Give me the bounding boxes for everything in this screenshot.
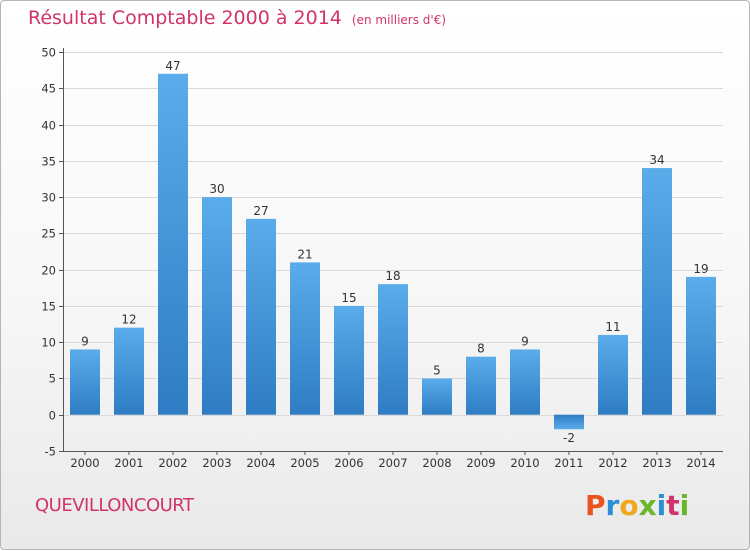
bar-2011: [554, 414, 584, 430]
value-label-2009: 8: [477, 342, 485, 356]
bar-2000: [70, 349, 100, 415]
bar-2007: [378, 284, 408, 415]
x-tick-label-2007: 2007: [378, 456, 407, 470]
bar-2004: [246, 218, 276, 415]
x-tick-label-2002: 2002: [158, 456, 187, 470]
bar-2008: [422, 378, 452, 415]
value-label-2000: 9: [81, 334, 89, 348]
x-tick-label-2001: 2001: [114, 456, 143, 470]
x-tick-label-2000: 2000: [70, 456, 99, 470]
proxiti-logo: Proxiti: [585, 489, 690, 522]
y-tick-label: 10: [41, 336, 56, 350]
x-tick-label-2012: 2012: [598, 456, 627, 470]
x-tick-label-2003: 2003: [202, 456, 231, 470]
bar-2003: [202, 197, 232, 415]
value-label-2005: 21: [297, 247, 312, 261]
x-tick-label-2009: 2009: [466, 456, 495, 470]
x-tick-label-2013: 2013: [642, 456, 671, 470]
value-label-2008: 5: [433, 363, 441, 377]
value-label-2006: 15: [341, 291, 356, 305]
chart-subtitle: (en milliers d'€): [351, 13, 447, 27]
y-tick-label: 15: [41, 300, 56, 314]
x-tick-label-2005: 2005: [290, 456, 319, 470]
bar-2001: [114, 327, 144, 415]
y-tick-label: 5: [49, 372, 56, 386]
y-tick-label: 35: [41, 155, 56, 169]
y-tick-label: 0: [49, 409, 56, 423]
chart-title: Résultat Comptable 2000 à 2014 (en millie…: [28, 7, 446, 29]
bar-2002: [158, 73, 188, 415]
value-label-2001: 12: [121, 313, 136, 327]
bar-2014: [686, 276, 716, 415]
value-label-2007: 18: [385, 269, 400, 283]
bar-2009: [466, 356, 496, 415]
y-tick-label: 40: [41, 119, 56, 133]
x-tick-label-2008: 2008: [422, 456, 451, 470]
x-tick-label-2004: 2004: [246, 456, 275, 470]
value-label-2011: -2: [563, 431, 575, 445]
x-tick-label-2010: 2010: [510, 456, 539, 470]
title-text: Résultat Comptable 2000 à 2014: [28, 7, 342, 29]
y-tick-label: 25: [41, 227, 56, 241]
value-label-2002: 47: [165, 59, 180, 73]
y-tick-label: 50: [41, 46, 56, 60]
value-label-2004: 27: [253, 204, 268, 218]
x-tick-label-2014: 2014: [686, 456, 715, 470]
y-tick-label: 20: [41, 264, 56, 278]
x-tick-label-2006: 2006: [334, 456, 363, 470]
bar-2006: [334, 305, 364, 415]
x-tick-label-2011: 2011: [554, 456, 583, 470]
value-label-2003: 30: [209, 182, 224, 196]
bar-2012: [598, 334, 628, 415]
bar-2013: [642, 168, 672, 415]
bar-2010: [510, 349, 540, 415]
value-label-2010: 9: [521, 334, 529, 348]
bar-2005: [290, 262, 320, 415]
commune-name: QUEVILLONCOURT: [35, 495, 194, 516]
y-tick-label: 45: [41, 82, 56, 96]
value-label-2012: 11: [605, 320, 620, 334]
value-label-2014: 19: [693, 262, 708, 276]
value-label-2013: 34: [649, 153, 664, 167]
y-tick-label: 30: [41, 191, 56, 205]
y-tick-label: -5: [45, 445, 56, 459]
